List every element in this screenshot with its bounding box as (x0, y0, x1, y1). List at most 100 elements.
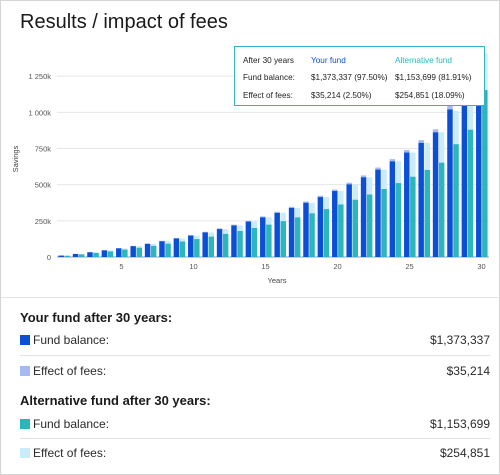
bar-your-fees (274, 211, 280, 213)
x-tick-label: 10 (189, 262, 197, 271)
bar-your-fees (447, 105, 453, 110)
tooltip-your-balance: $1,373,337 (97.50%) (311, 73, 388, 82)
page-title: Results / impact of fees (20, 11, 228, 33)
savings-bar-chart: 0 250k 500k 750k 1 000k 1 250k 5 10 15 20 25 30 Year… (11, 53, 489, 285)
bar-your-fund (360, 177, 367, 257)
bar-alt-fund (467, 129, 474, 257)
bar-alt-fund (136, 247, 142, 257)
bar-alt-fund (366, 194, 373, 257)
tooltip-header: After 30 years (243, 56, 294, 65)
bar-alt-fees (107, 250, 114, 252)
row-divider (20, 438, 490, 439)
alt-fund-balance-label: Fund balance: (33, 417, 110, 431)
your-fund-balance-value: $1,373,337 (429, 333, 490, 347)
tooltip-alt-fees: $254,851 (18.09%) (395, 91, 465, 100)
bar-alt-fees (136, 246, 142, 248)
bar-your-fund (202, 232, 208, 257)
bar-your-fund (447, 109, 453, 257)
bar-alt-fees (352, 184, 358, 200)
tooltip-your-fees: $35,214 (2.50%) (311, 91, 372, 100)
bar-your-fees (389, 159, 396, 162)
bar-your-fund (260, 217, 266, 257)
bar-alt-fees (323, 197, 330, 210)
bar-your-fund (288, 207, 295, 257)
y-tick-label: 1 000k (28, 108, 51, 117)
x-tick-label: 20 (333, 262, 341, 271)
bar-your-fees (216, 228, 223, 230)
bar-alt-fund (482, 90, 488, 257)
bar-alt-fees (122, 248, 128, 250)
x-tick-label: 30 (477, 262, 485, 271)
bar-alt-fees (424, 142, 430, 170)
chart-panel: 0 250k 500k 750k 1 000k 1 250k 5 10 15 20 25 30 Year… (1, 45, 500, 297)
bar-your-fees (418, 140, 424, 143)
bar-your-fund (188, 235, 194, 257)
bar-alt-fund (222, 233, 229, 257)
bar-your-fees (288, 206, 295, 208)
bar-alt-fees (467, 92, 474, 130)
bar-your-fees (202, 231, 208, 233)
bar-alt-fees (381, 169, 387, 189)
bar-your-fund (332, 191, 338, 257)
bar-alt-fund (395, 183, 402, 257)
alt-fees-swatch (20, 448, 30, 458)
bar-your-fees (375, 167, 381, 170)
bar-your-fees (260, 216, 266, 218)
bar-alt-fees (410, 152, 416, 177)
bar-your-fees (332, 189, 338, 192)
alt-fund-balance-row: Fund balance: $1,153,699 (20, 414, 490, 434)
bar-your-fund (144, 243, 151, 257)
x-tick-label: 25 (405, 262, 413, 271)
bar-your-fund (346, 184, 352, 257)
section-divider (1, 297, 500, 298)
bar-alt-fund (266, 224, 272, 257)
bar-your-fund (476, 58, 482, 257)
alt-fund-swatch (20, 419, 30, 429)
bar-your-fund (245, 221, 252, 257)
bar-alt-fund (237, 230, 243, 257)
bar-alt-fund (122, 249, 128, 257)
bar-your-fees (303, 201, 309, 203)
bar-alt-fund (424, 169, 430, 257)
bar-alt-fund (294, 217, 301, 257)
alt-fund-balance-value: $1,153,699 (429, 417, 490, 431)
bar-your-fund (375, 169, 381, 257)
tooltip-fees-label: Effect of fees: (243, 91, 293, 100)
bar-your-fund (303, 202, 309, 257)
bar-your-fees (245, 220, 252, 222)
bar-alt-fund (453, 144, 459, 257)
chart-tooltip: After 30 years Your fund Alternative fun… (234, 46, 485, 106)
bar-alt-fund (309, 213, 315, 257)
bar-your-fund (404, 152, 410, 257)
bar-your-fund (58, 255, 64, 257)
bar-alt-fees (150, 243, 157, 246)
bar-alt-fees (179, 238, 186, 242)
bar-your-fund (432, 132, 439, 257)
y-tick-label: 500k (35, 181, 52, 190)
alt-fund-summary-title: Alternative fund after 30 years: (20, 393, 211, 408)
bar-alt-fund (251, 227, 258, 257)
bar-alt-fund (381, 189, 387, 257)
bar-alt-fees (395, 161, 402, 184)
bar-alt-fees (280, 212, 286, 222)
bar-your-fund (274, 212, 280, 257)
bar-your-fees (188, 235, 194, 236)
bar-your-fund (130, 246, 136, 257)
your-fund-balance-row: Fund balance: $1,373,337 (20, 330, 490, 350)
bar-your-fees (231, 224, 237, 226)
bar-alt-fees (222, 229, 229, 234)
your-fees-swatch (20, 366, 30, 376)
bar-your-fund (72, 253, 79, 257)
your-fund-fees-value: $35,214 (446, 364, 490, 378)
tooltip-balance-label: Fund balance: (243, 73, 295, 82)
x-axis-label: Years (268, 276, 287, 285)
alt-fund-fees-label: Effect of fees: (33, 446, 107, 460)
x-tick-label: 5 (119, 262, 123, 271)
bar-your-fees (346, 182, 352, 185)
bar-alt-fees (237, 225, 243, 231)
bar-alt-fund (64, 255, 70, 257)
bar-your-fees (360, 175, 367, 178)
bar-alt-fund (78, 254, 85, 257)
bar-your-fund (317, 197, 324, 257)
